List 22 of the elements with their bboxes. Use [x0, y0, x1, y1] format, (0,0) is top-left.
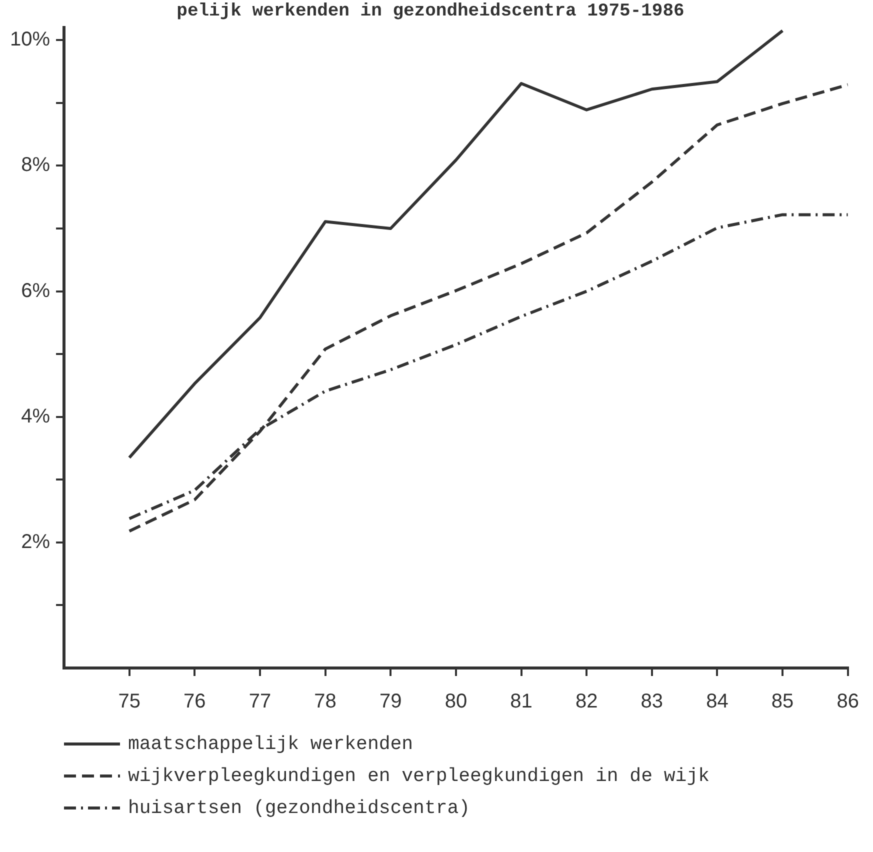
x-tick-label: 79	[380, 690, 402, 713]
line-series	[128, 83, 848, 533]
x-tick-label: 84	[706, 690, 728, 713]
y-tick-label: 10%	[10, 28, 50, 51]
legend-label: maatschappelijk werkenden	[128, 733, 414, 755]
x-tick-label: 76	[184, 690, 206, 713]
y-tick-label: 6%	[21, 280, 50, 302]
chart-title: pelijk werkenden in gezondheidscentra 1975-1986	[176, 1, 684, 22]
x-tick-label: 77	[248, 690, 272, 713]
x-tick-label: 83	[640, 690, 664, 713]
x-tick-label: 85	[771, 690, 794, 713]
x-tick-label: 81	[510, 690, 532, 713]
y-tick-label: 4%	[21, 405, 50, 428]
legend-label: wijkverpleegkundigen en verpleegkundigen in de wijk	[128, 765, 710, 787]
y-tick-label: 8%	[21, 154, 50, 176]
x-tick-label: 82	[575, 690, 598, 713]
x-tick-label: 80	[444, 690, 468, 713]
x-tick-label: 86	[836, 690, 859, 713]
legend-label: huisartsen (gezondheidscentra)	[128, 797, 470, 819]
x-tick-label: 78	[314, 690, 336, 713]
y-tick-label: 2%	[21, 530, 50, 553]
x-tick-label: 75	[118, 690, 140, 713]
